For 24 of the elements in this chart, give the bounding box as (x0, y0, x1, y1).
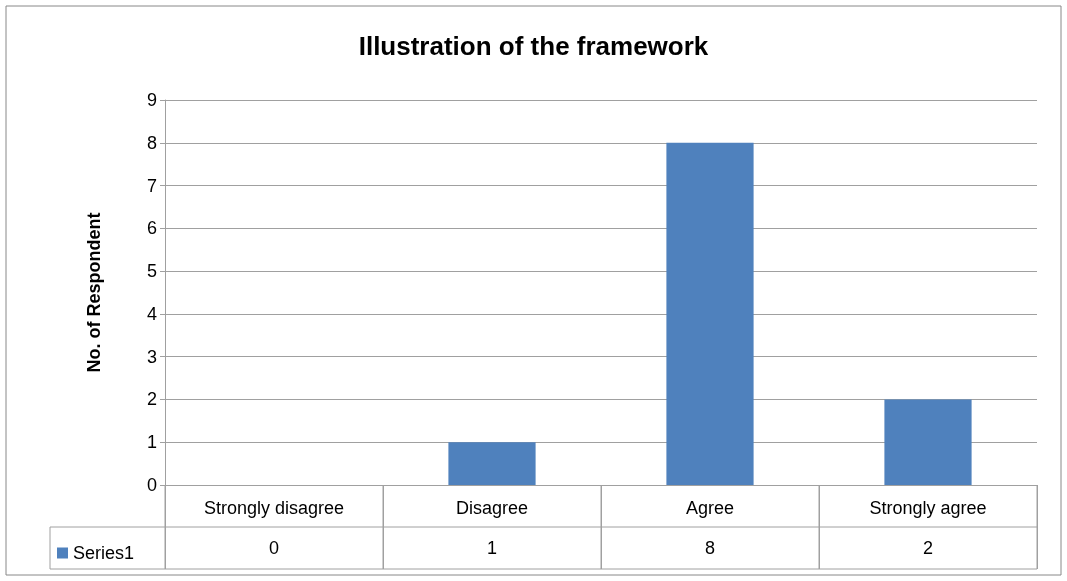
y-tick-label: 8 (146, 132, 157, 153)
y-tick-label: 7 (146, 175, 157, 196)
y-tick-label: 0 (146, 475, 157, 495)
x-tick-label: Agree (685, 498, 735, 518)
y-tick-label: 3 (146, 346, 157, 367)
legend-label: Series1 (73, 543, 135, 563)
chart-title: Illustration of the framework (358, 31, 709, 61)
x-tick-label: Disagree (455, 498, 529, 518)
x-tick-label: Strongly disagree (203, 498, 345, 518)
x-tick-label: Strongly agree (869, 498, 987, 518)
y-tick-label: 9 (146, 90, 157, 110)
bar (884, 399, 972, 485)
bar (448, 442, 536, 485)
y-tick-label: 2 (146, 389, 157, 410)
y-tick-label: 1 (146, 432, 157, 453)
data-label: 0 (268, 538, 280, 558)
y-tick-label: 6 (146, 218, 157, 239)
data-label: 1 (486, 538, 498, 558)
data-label: 8 (704, 538, 716, 558)
y-axis-title: No. of Respondent (84, 212, 104, 373)
y-tick-label: 5 (146, 261, 157, 282)
data-label: 2 (922, 538, 934, 558)
y-tick-label: 4 (146, 303, 157, 324)
bar (666, 142, 754, 485)
